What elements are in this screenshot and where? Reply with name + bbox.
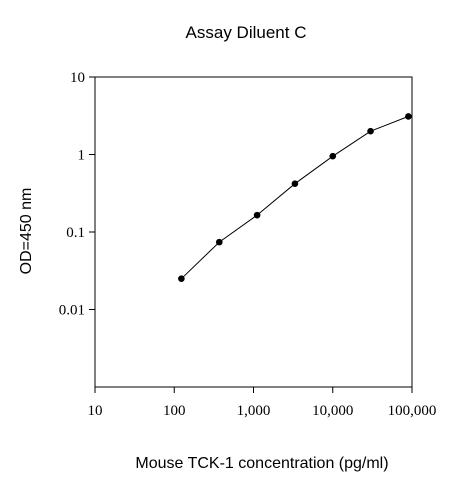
y-tick-label: 0.1	[66, 225, 85, 241]
y-axis-ticks: 0.01 0.1 1 10	[59, 70, 95, 319]
y-tick-label: 10	[70, 70, 85, 86]
data-point	[405, 113, 412, 120]
x-tick-label: 10	[88, 403, 103, 419]
y-axis-label: OD=450 nm	[18, 188, 35, 275]
chart-title: Assay Diluent C	[186, 23, 307, 42]
data-point	[253, 211, 261, 219]
data-point	[329, 152, 337, 160]
y-tick-label: 0.01	[59, 303, 85, 319]
x-tick-label: 100	[163, 403, 186, 419]
data-point	[215, 238, 223, 246]
y-tick-label: 1	[78, 148, 86, 164]
series-layer	[178, 113, 412, 282]
x-axis-ticks: 10 100 1,000 10,000 100,000	[88, 387, 437, 419]
data-point	[367, 127, 374, 135]
x-tick-label: 1,000	[237, 403, 271, 419]
x-tick-label: 10,000	[312, 403, 353, 419]
x-axis-label: Mouse TCK-1 concentration (pg/ml)	[135, 455, 388, 472]
data-point	[178, 275, 185, 282]
data-point	[291, 180, 299, 187]
plot-frame	[94, 76, 413, 388]
series-line	[181, 115, 409, 280]
x-tick-label: 100,000	[388, 403, 437, 419]
